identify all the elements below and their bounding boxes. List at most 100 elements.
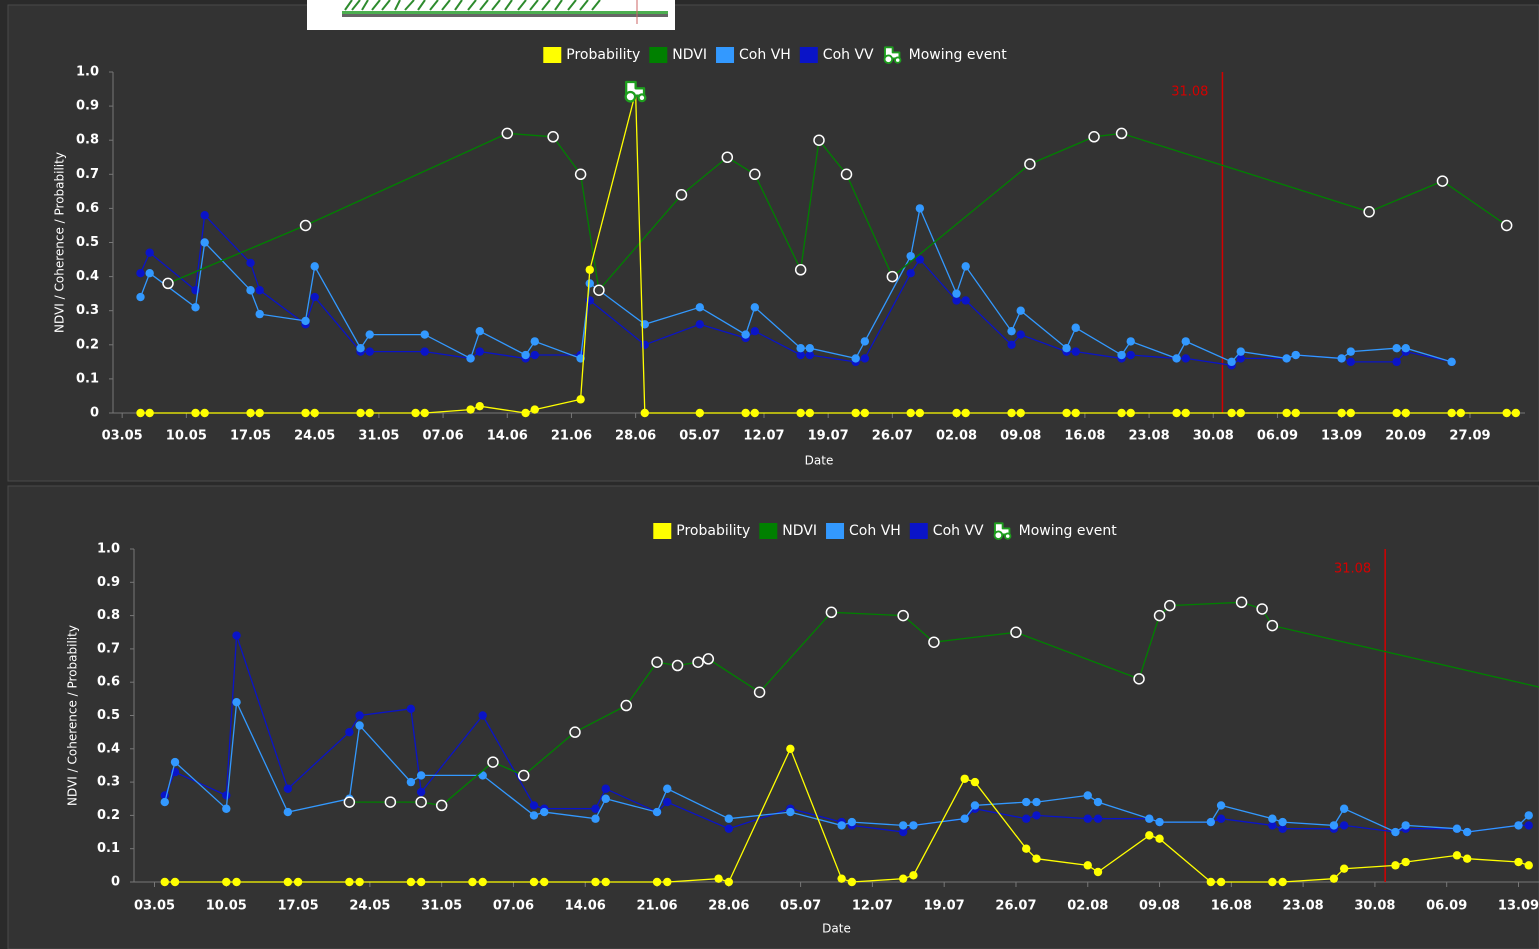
data-point	[521, 351, 529, 359]
y-tick-label: 0.6	[76, 201, 99, 216]
data-point	[1227, 358, 1235, 366]
x-tick-label: 12.07	[743, 429, 784, 444]
legend-item: Coh VH	[716, 47, 791, 63]
data-point	[861, 337, 869, 345]
data-point	[1062, 409, 1070, 417]
data-point	[311, 293, 319, 301]
x-tick-label: 16.08	[1064, 429, 1105, 444]
legend-swatch	[826, 523, 844, 539]
data-point	[417, 788, 425, 796]
data-point	[345, 878, 353, 886]
data-point	[663, 878, 671, 886]
data-point	[1340, 805, 1348, 813]
data-point	[1217, 801, 1225, 809]
ndvi-point	[519, 770, 529, 780]
ndvi-point	[1117, 128, 1127, 138]
data-point	[294, 878, 302, 886]
top-panel	[8, 5, 1539, 481]
data-point	[806, 409, 814, 417]
data-point	[1017, 307, 1025, 315]
data-point	[1145, 831, 1153, 839]
x-tick-label: 12.07	[852, 899, 893, 914]
data-point	[1391, 861, 1399, 869]
y-tick-label: 0.2	[97, 808, 120, 823]
data-point	[741, 409, 749, 417]
data-point	[851, 354, 859, 362]
x-tick-label: 31.05	[358, 429, 399, 444]
data-point	[1337, 354, 1345, 362]
data-point	[696, 320, 704, 328]
data-point	[960, 815, 968, 823]
ndvi-point	[594, 285, 604, 295]
data-point	[530, 811, 538, 819]
ndvi-point	[887, 272, 897, 282]
ndvi-point	[385, 797, 395, 807]
y-tick-label: 0.1	[97, 841, 120, 856]
legend-label: Coh VV	[933, 523, 984, 539]
data-point	[1207, 818, 1215, 826]
data-point	[1525, 811, 1533, 819]
data-point	[540, 808, 548, 816]
data-point	[796, 409, 804, 417]
data-point	[909, 821, 917, 829]
data-point	[952, 289, 960, 297]
data-point	[1094, 868, 1102, 876]
x-tick-label: 28.06	[708, 899, 749, 914]
x-tick-label: 20.09	[1385, 429, 1426, 444]
ndvi-point	[814, 135, 824, 145]
y-tick-label: 0.2	[76, 337, 99, 352]
ground-line	[342, 11, 668, 14]
data-point	[1072, 324, 1080, 332]
x-tick-label: 05.07	[780, 899, 821, 914]
data-point	[1337, 409, 1345, 417]
data-point	[861, 409, 869, 417]
data-point	[232, 698, 240, 706]
data-point	[366, 330, 374, 338]
data-point	[284, 878, 292, 886]
data-point	[478, 711, 486, 719]
legend: ProbabilityNDVICoh VHCoh VVMowing event	[543, 47, 1007, 63]
x-tick-label: 14.06	[487, 429, 528, 444]
data-point	[1155, 835, 1163, 843]
x-tick-label: 30.08	[1354, 899, 1395, 914]
data-point	[962, 409, 970, 417]
data-point	[725, 815, 733, 823]
y-tick-label: 0.4	[97, 741, 120, 756]
data-point	[1237, 409, 1245, 417]
y-tick-label: 0.4	[76, 269, 99, 284]
ndvi-point	[842, 169, 852, 179]
data-point	[906, 409, 914, 417]
data-point	[1127, 409, 1135, 417]
x-tick-label: 06.09	[1257, 429, 1298, 444]
data-point	[530, 801, 538, 809]
data-point	[848, 878, 856, 886]
data-point	[345, 728, 353, 736]
data-point	[899, 821, 907, 829]
x-tick-label: 30.08	[1193, 429, 1234, 444]
data-point	[355, 878, 363, 886]
data-point	[602, 878, 610, 886]
data-point	[222, 878, 230, 886]
data-point	[1172, 354, 1180, 362]
page: {"chart_data": [ {"type": "line", "y_lab…	[0, 0, 1539, 949]
ndvi-point	[693, 657, 703, 667]
data-point	[1022, 815, 1030, 823]
ndvi-point	[576, 169, 586, 179]
data-point	[1217, 878, 1225, 886]
data-point	[355, 721, 363, 729]
data-point	[301, 317, 309, 325]
y-tick-label: 0	[111, 875, 120, 890]
x-tick-label: 17.05	[230, 429, 271, 444]
x-tick-label: 24.05	[294, 429, 335, 444]
legend-swatch	[649, 47, 667, 63]
data-point	[284, 785, 292, 793]
data-point	[741, 330, 749, 338]
x-tick-label: 03.05	[102, 429, 143, 444]
data-point	[591, 815, 599, 823]
ndvi-point	[1267, 621, 1277, 631]
data-point	[1340, 864, 1348, 872]
data-point	[837, 821, 845, 829]
x-tick-label: 07.06	[493, 899, 534, 914]
data-point	[1127, 351, 1135, 359]
data-point	[1453, 851, 1461, 859]
